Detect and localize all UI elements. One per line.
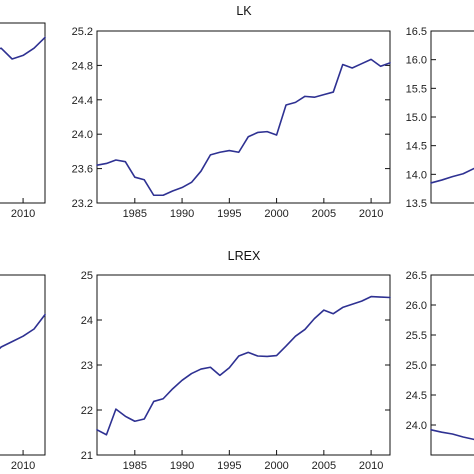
y-tick-label-5-1: 24.5 (406, 390, 427, 402)
y-tick-label-1-0: 23.2 (72, 198, 93, 210)
x-tick-label-4-1: 1990 (170, 460, 194, 472)
y-tick-label-2-5: 16.0 (406, 55, 427, 67)
y-tick-label-1-5: 25.2 (72, 26, 93, 38)
y-tick-label-2-0: 13.5 (406, 198, 427, 210)
y-tick-label-2-1: 14.0 (406, 169, 427, 181)
y-tick-label-4-4: 25 (81, 270, 93, 282)
y-tick-label-1-2: 24.0 (72, 129, 93, 141)
series-line-5 (430, 428, 474, 441)
plot-frame-1 (96, 30, 391, 204)
plot-frame-0 (0, 22, 46, 204)
chart-title-lrex: LREX (228, 249, 261, 263)
y-tick-label-2-6: 16.5 (406, 26, 427, 38)
x-tick-label-0-0: 2010 (11, 208, 35, 220)
plot-frame-4 (96, 274, 391, 456)
x-tick-label-4-2: 1995 (217, 460, 241, 472)
series-line-0 (0, 36, 46, 60)
chart-title-lk: LK (236, 4, 252, 18)
y-tick-label-4-3: 24 (81, 315, 93, 327)
plot-frame-3 (0, 274, 46, 456)
y-tick-label-5-5: 26.5 (406, 270, 427, 282)
y-tick-label-5-3: 25.5 (406, 330, 427, 342)
y-tick-label-2-4: 15.5 (406, 83, 427, 95)
y-tick-label-1-1: 23.6 (72, 164, 93, 176)
x-tick-label-4-5: 2010 (359, 460, 383, 472)
x-tick-label-1-2: 1995 (217, 208, 241, 220)
x-tick-label-1-5: 2010 (359, 208, 383, 220)
y-tick-label-5-2: 25.0 (406, 360, 427, 372)
x-tick-label-4-4: 2005 (312, 460, 336, 472)
y-tick-label-1-3: 24.4 (72, 95, 93, 107)
y-tick-label-2-3: 15.0 (406, 112, 427, 124)
x-tick-label-1-3: 2000 (264, 208, 288, 220)
x-tick-label-3-0: 2010 (11, 460, 35, 472)
x-tick-label-4-0: 1985 (123, 460, 147, 472)
y-tick-label-4-0: 21 (81, 450, 93, 462)
series-line-2 (430, 167, 474, 184)
series-line-1 (96, 58, 391, 197)
y-tick-label-4-2: 23 (81, 360, 93, 372)
series-line-4 (96, 295, 391, 436)
series-line-3 (0, 313, 46, 350)
y-tick-label-5-4: 26.0 (406, 300, 427, 312)
y-tick-label-4-1: 22 (81, 405, 93, 417)
x-tick-label-4-3: 2000 (264, 460, 288, 472)
y-tick-label-1-4: 24.8 (72, 60, 93, 72)
x-tick-label-1-4: 2005 (312, 208, 336, 220)
plot-frame-5 (430, 274, 474, 456)
y-tick-label-2-2: 14.5 (406, 141, 427, 153)
x-tick-label-1-1: 1990 (170, 208, 194, 220)
y-tick-label-5-0: 24.0 (406, 420, 427, 432)
x-tick-label-1-0: 1985 (123, 208, 147, 220)
